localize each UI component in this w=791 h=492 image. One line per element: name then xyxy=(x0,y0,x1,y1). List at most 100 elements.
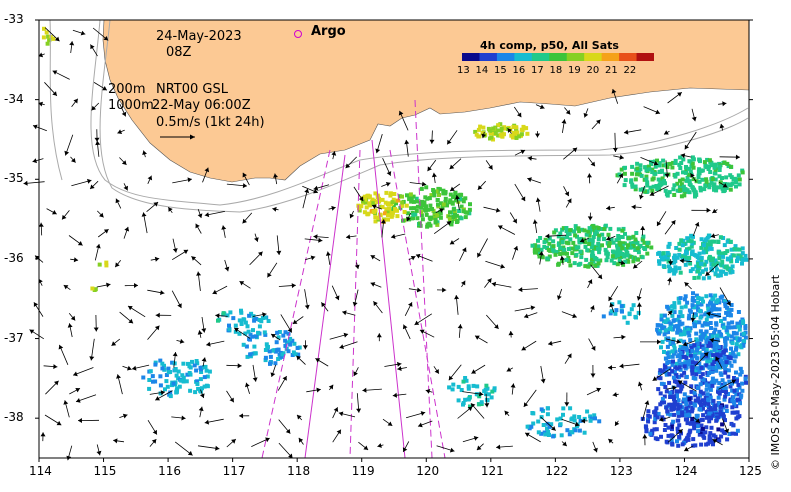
sst-cell xyxy=(703,184,708,188)
sst-cell xyxy=(716,364,721,369)
sst-cell xyxy=(690,405,695,410)
current-arrowhead xyxy=(449,240,455,245)
sst-cell xyxy=(680,243,685,248)
sst-cell xyxy=(574,252,579,257)
sst-cell xyxy=(411,199,416,204)
current-arrowhead xyxy=(498,225,503,230)
current-arrowhead xyxy=(380,219,386,224)
sst-cell xyxy=(388,193,393,198)
sst-cell xyxy=(690,241,695,246)
sst-cell xyxy=(701,377,706,382)
sst-cell xyxy=(692,314,697,319)
sst-cell xyxy=(688,338,693,343)
current-arrowhead xyxy=(530,305,536,311)
sst-cell xyxy=(395,208,399,213)
sst-cell xyxy=(673,161,678,165)
sst-cell xyxy=(623,246,628,251)
sst-cell xyxy=(688,309,693,314)
sst-cell xyxy=(288,342,293,347)
current-arrowhead xyxy=(168,207,173,212)
sst-cell xyxy=(409,206,414,211)
current-arrowhead xyxy=(73,371,78,377)
sst-cell xyxy=(609,309,614,314)
x-tick-label: 122 xyxy=(545,464,569,478)
sst-cell xyxy=(690,371,695,376)
current-arrowhead xyxy=(183,249,189,255)
sst-cell xyxy=(696,262,701,266)
sst-cell xyxy=(684,178,689,183)
current-arrowhead xyxy=(467,406,473,412)
sst-cell xyxy=(684,165,688,169)
current-arrowhead xyxy=(91,105,97,111)
sst-cell xyxy=(281,333,286,338)
sst-cell xyxy=(732,176,737,181)
sst-cell xyxy=(382,211,387,216)
current-arrowhead xyxy=(695,418,700,423)
sst-cell xyxy=(709,160,714,165)
current-arrowhead xyxy=(267,272,272,278)
sst-cell xyxy=(718,235,723,240)
sst-cell xyxy=(173,368,178,373)
current-arrowhead xyxy=(637,381,643,387)
current-arrowhead xyxy=(477,252,482,258)
sst-cell xyxy=(738,366,743,371)
sst-cell xyxy=(184,379,189,384)
sst-cell xyxy=(435,213,440,217)
sst-cell xyxy=(650,177,655,182)
sst-cell xyxy=(699,404,703,409)
current-arrowhead xyxy=(318,237,323,243)
sst-cell xyxy=(713,327,718,332)
current-arrowhead xyxy=(703,352,709,357)
sst-cell xyxy=(436,202,440,207)
sst-cell xyxy=(725,182,730,187)
sst-cell xyxy=(720,259,725,264)
current-arrowhead xyxy=(615,421,620,426)
sst-cell xyxy=(583,240,588,245)
sst-cell xyxy=(685,247,689,252)
current-arrowhead xyxy=(103,229,109,234)
sst-cell xyxy=(657,182,662,187)
current-arrowhead xyxy=(153,202,159,207)
sst-cell xyxy=(404,203,409,208)
current-arrowhead xyxy=(33,302,39,307)
current-arrowhead xyxy=(504,410,510,416)
sst-cell xyxy=(195,379,200,384)
current-arrowhead xyxy=(52,91,57,96)
sst-cell xyxy=(666,425,671,430)
sst-cell xyxy=(542,244,547,249)
sst-cell xyxy=(411,216,415,221)
sst-cell xyxy=(678,270,683,275)
sst-cell xyxy=(719,372,724,377)
sst-cell xyxy=(666,433,671,438)
sst-cell xyxy=(625,320,630,325)
sst-cell xyxy=(666,244,671,249)
current-arrowhead xyxy=(606,236,611,241)
sst-cell xyxy=(719,385,724,389)
sst-cell xyxy=(537,254,542,259)
sst-cell xyxy=(703,163,708,168)
sst-cell xyxy=(187,371,192,375)
sst-cell xyxy=(699,296,704,301)
sst-cell xyxy=(297,345,302,350)
sst-cell xyxy=(707,185,712,190)
current-arrowhead xyxy=(128,306,133,311)
current-arrowhead xyxy=(160,290,165,295)
sst-cell xyxy=(288,339,293,344)
sst-cell xyxy=(674,380,679,385)
sst-cell xyxy=(449,219,454,224)
sst-cell xyxy=(387,201,392,206)
sst-cell xyxy=(457,209,462,213)
sst-cell xyxy=(485,398,490,403)
sst-cell xyxy=(373,191,378,196)
sst-cell xyxy=(671,337,676,342)
sst-cell xyxy=(684,356,689,360)
sst-cell xyxy=(734,184,738,189)
sst-cell xyxy=(597,233,602,238)
current-arrowhead xyxy=(513,246,519,251)
current-arrowhead xyxy=(523,402,529,407)
sst-cell xyxy=(418,200,423,205)
sst-cell xyxy=(693,443,698,448)
sst-cell xyxy=(545,256,550,261)
sst-cell xyxy=(643,246,648,251)
sst-cell xyxy=(649,245,654,250)
